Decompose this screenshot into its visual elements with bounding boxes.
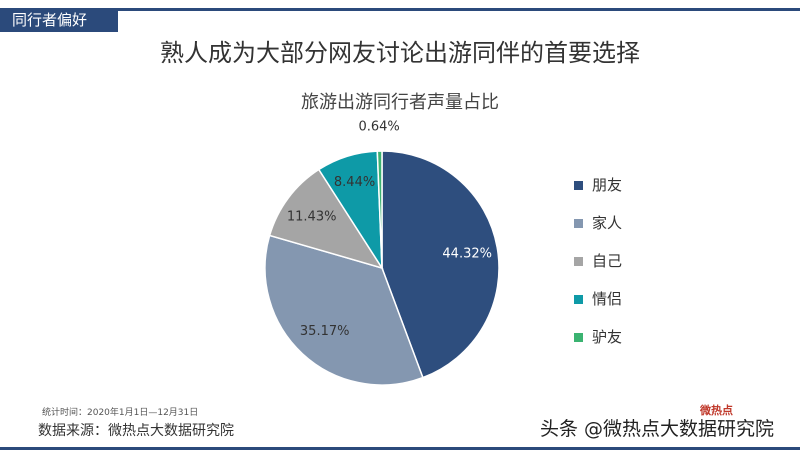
watermark-text: 头条 @微热点大数据研究院	[540, 418, 775, 440]
pie-slice-朋友	[381, 150, 500, 379]
top-rule	[118, 8, 800, 11]
legend-swatch	[574, 257, 583, 266]
legend-label: 自己	[592, 252, 623, 270]
legend-swatch	[574, 295, 583, 304]
pie-slice-驴友	[376, 150, 383, 269]
section-tag: 同行者偏好	[0, 8, 118, 32]
watermark-logo: 微热点	[700, 404, 733, 417]
data-label-自己: 11.43%	[287, 210, 337, 225]
legend-label: 情侣	[592, 290, 623, 308]
data-source: 数据来源：微热点大数据研究院	[38, 423, 234, 439]
legend-swatch	[574, 333, 583, 342]
headline: 熟人成为大部分网友讨论出游同伴的首要选择	[160, 39, 640, 67]
legend-label: 家人	[592, 214, 623, 232]
data-label-家人: 35.17%	[300, 324, 350, 339]
data-label-情侣: 8.44%	[334, 175, 375, 190]
pie-slice-家人	[264, 234, 424, 386]
bottom-rule	[0, 447, 800, 450]
legend-label: 驴友	[592, 328, 623, 346]
legend-swatch	[574, 181, 583, 190]
data-label-驴友: 0.64%	[358, 119, 399, 134]
stat-time: 统计时间：2020年1月1日—12月31日	[42, 408, 199, 418]
legend-label: 朋友	[592, 176, 623, 194]
data-label-朋友: 44.32%	[442, 247, 492, 262]
legend-swatch	[574, 219, 583, 228]
pie-slice-自己	[268, 168, 384, 270]
chart-title: 旅游出游同行者声量占比	[301, 92, 499, 113]
